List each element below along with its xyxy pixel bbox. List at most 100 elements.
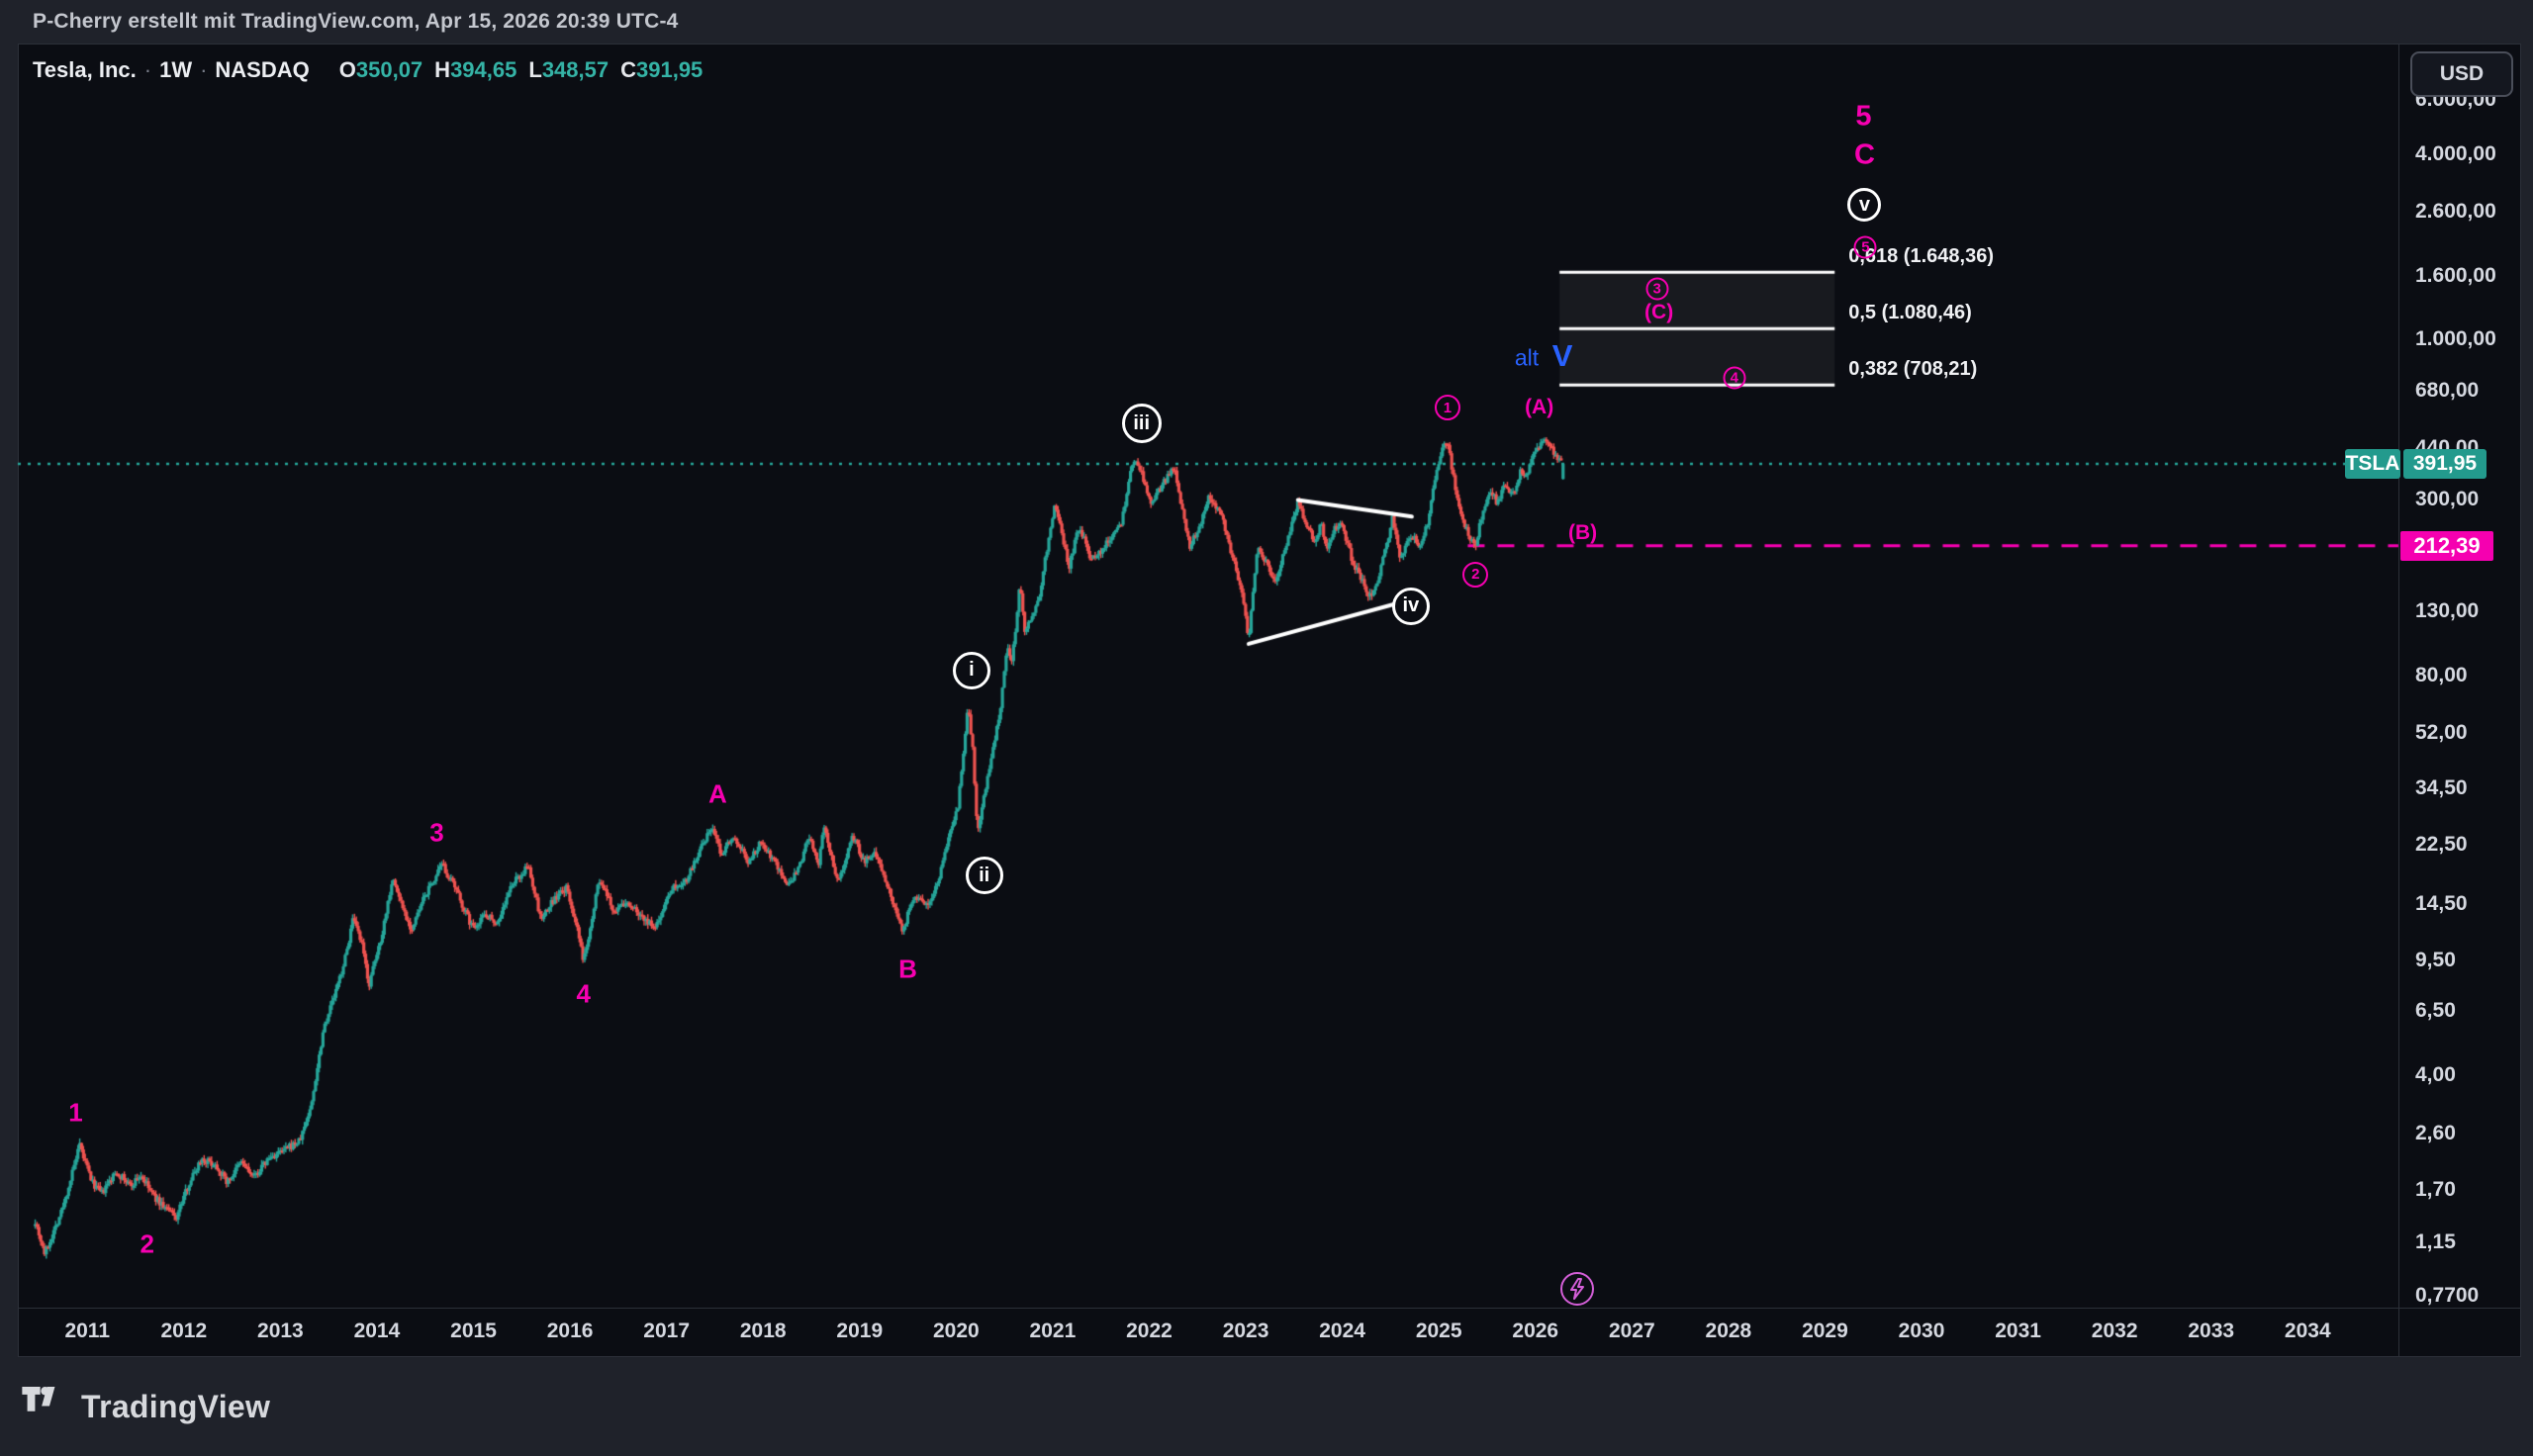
wave-label-alt-v: V [1551, 337, 1573, 373]
year-tick-2021: 2021 [1029, 1320, 1077, 1342]
year-tick-2013: 2013 [257, 1320, 304, 1342]
brand-name[interactable]: TradingView [81, 1388, 271, 1424]
last-price-label: TSLA 391,95 [2345, 449, 2486, 480]
price-tick-300,00: 300,00 [2415, 488, 2480, 511]
symbol-legend[interactable]: Tesla, Inc. · 1W · NASDAQ O350,07 H394,65 L348,… [33, 57, 703, 83]
year-tick-2032: 2032 [2091, 1320, 2138, 1342]
wave-label-wave-v: v [1847, 188, 1882, 223]
price-tick-680,00: 680,00 [2415, 378, 2480, 402]
wave-label-wave-iv: iv [1391, 587, 1430, 625]
year-tick-2023: 2023 [1222, 1320, 1269, 1342]
year-tick-2020: 2020 [932, 1320, 980, 1342]
price-tick-34,50: 34,50 [2415, 775, 2468, 799]
wave-label-wave-2: 2 [140, 1228, 154, 1259]
price-tick-1,70: 1,70 [2415, 1177, 2456, 1201]
last-price-value: 391,95 [2403, 449, 2486, 480]
year-tick-2028: 2028 [1705, 1320, 1752, 1342]
price-tick-2,60: 2,60 [2415, 1121, 2456, 1144]
price-tick-4,00: 4,00 [2415, 1063, 2456, 1087]
open-key: O [338, 57, 356, 82]
lightning-glyph [1569, 1277, 1584, 1300]
year-tick-2025: 2025 [1415, 1320, 1462, 1342]
wave-label-wave-b: B [898, 954, 917, 984]
high-value: 394,65 [450, 57, 517, 82]
fib-level-05-label: 0,5 (1.080,46) [1848, 302, 1972, 324]
close-value: 391,95 [636, 57, 704, 82]
year-tick-2015: 2015 [450, 1320, 497, 1342]
symbol-title: Tesla, Inc. [33, 57, 137, 82]
wave-label-wave-pb: (B) [1567, 521, 1598, 545]
wave-label-wave-c5: 5 [1853, 235, 1877, 259]
wave-label-wave-iii: iii [1121, 404, 1162, 444]
legend-separator: · [200, 57, 208, 82]
time-axis[interactable]: 2011 2012 2013 2014 2015 2016 2017 2018 2019 2020… [18, 1309, 2398, 1357]
wave-label-target-5: 5 [1855, 100, 1872, 133]
wave-label-wave-c1: 1 [1434, 395, 1460, 421]
year-tick-2034: 2034 [2284, 1320, 2331, 1342]
price-tick-130,00: 130,00 [2415, 598, 2480, 622]
lightning-icon [1559, 1271, 1594, 1306]
wave-label-alt-word: alt [1514, 344, 1540, 371]
year-tick-2027: 2027 [1608, 1320, 1655, 1342]
wave-label-wave-ii: ii [965, 857, 1003, 895]
wave-label-wave-i: i [952, 651, 990, 689]
price-tick-6,50: 6,50 [2415, 998, 2456, 1022]
price-tick-0,7700: 0,7700 [2415, 1283, 2480, 1307]
fib-level-0618-label: 0,618 (1.648,36) [1848, 245, 1994, 268]
year-tick-2026: 2026 [1512, 1320, 1559, 1342]
year-tick-2030: 2030 [1898, 1320, 1945, 1342]
time-axis-separator [18, 1308, 2521, 1309]
year-tick-2022: 2022 [1126, 1320, 1173, 1342]
price-tick-22,50: 22,50 [2415, 833, 2468, 857]
price-tick-4.000,00: 4.000,00 [2415, 141, 2496, 165]
symbol-badge: TSLA [2345, 449, 2400, 480]
price-tick-1.600,00: 1.600,00 [2415, 264, 2496, 288]
price-tick-1.000,00: 1.000,00 [2415, 326, 2496, 350]
wave-label-target-c: C [1853, 138, 1875, 171]
high-key: H [434, 57, 451, 82]
ohlc-values: O350,07 H394,65 L348,57 C391,95 [328, 57, 704, 82]
price-tick-9,50: 9,50 [2415, 948, 2456, 971]
year-tick-2014: 2014 [353, 1320, 401, 1342]
low-key: L [528, 57, 542, 82]
year-tick-2024: 2024 [1319, 1320, 1365, 1342]
price-tick-14,50: 14,50 [2415, 891, 2468, 915]
close-key: C [620, 57, 636, 82]
tradingview-logo[interactable] [22, 1387, 67, 1426]
year-tick-2033: 2033 [2188, 1320, 2235, 1342]
open-value: 350,07 [355, 57, 423, 82]
footer-bar: TradingView [0, 1357, 2533, 1456]
wave-label-wave-1: 1 [68, 1097, 83, 1128]
price-tick-52,00: 52,00 [2415, 721, 2468, 745]
year-tick-2018: 2018 [739, 1320, 787, 1342]
year-tick-2016: 2016 [546, 1320, 594, 1342]
year-tick-2011: 2011 [64, 1320, 111, 1342]
year-tick-2012: 2012 [160, 1320, 208, 1342]
wave-label-wave-c4: 4 [1723, 366, 1746, 390]
wave-label-wave-c3: 3 [1645, 277, 1669, 301]
wave-label-wave-4: 4 [576, 978, 591, 1009]
interval-label: 1W [159, 57, 193, 82]
fib-level-0382-label: 0,382 (708,21) [1848, 358, 1978, 381]
price-axis-separator [2398, 44, 2399, 1357]
wave-label-wave-c2: 2 [1462, 561, 1489, 588]
wave-label-wave-a: A [707, 778, 727, 809]
price-tick-1,15: 1,15 [2415, 1229, 2456, 1253]
legend-separator: · [143, 57, 152, 82]
price-tick-80,00: 80,00 [2415, 664, 2468, 687]
price-tick-2.600,00: 2.600,00 [2415, 199, 2496, 223]
price-axis[interactable]: USD 6.000,00 4.000,00 2.600,00 1.600,00 1.00… [2399, 44, 2521, 1308]
exchange-label: NASDAQ [215, 57, 310, 82]
year-tick-2019: 2019 [836, 1320, 884, 1342]
year-tick-2017: 2017 [643, 1320, 690, 1342]
alert-price-label: 212,39 [2400, 530, 2493, 561]
wave-label-wave-pa: (A) [1525, 396, 1554, 419]
year-tick-2029: 2029 [1802, 1320, 1848, 1342]
wave-label-wave-pc: (C) [1644, 300, 1674, 323]
currency-button[interactable]: USD [2410, 51, 2513, 97]
low-value: 348,57 [541, 57, 610, 82]
wave-label-wave-3: 3 [429, 817, 444, 848]
year-tick-2031: 2031 [1995, 1320, 2041, 1342]
